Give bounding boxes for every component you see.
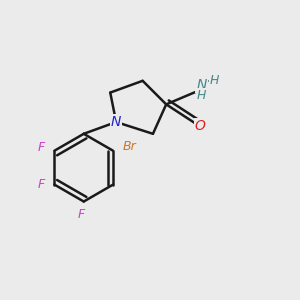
- Text: F: F: [77, 208, 84, 221]
- Text: F: F: [38, 141, 45, 154]
- Text: H: H: [197, 89, 206, 102]
- Text: Br: Br: [122, 140, 136, 153]
- Text: F: F: [38, 178, 45, 191]
- Text: N: N: [111, 115, 121, 129]
- Text: H: H: [210, 74, 220, 87]
- Text: N: N: [196, 78, 207, 92]
- Text: O: O: [195, 119, 206, 134]
